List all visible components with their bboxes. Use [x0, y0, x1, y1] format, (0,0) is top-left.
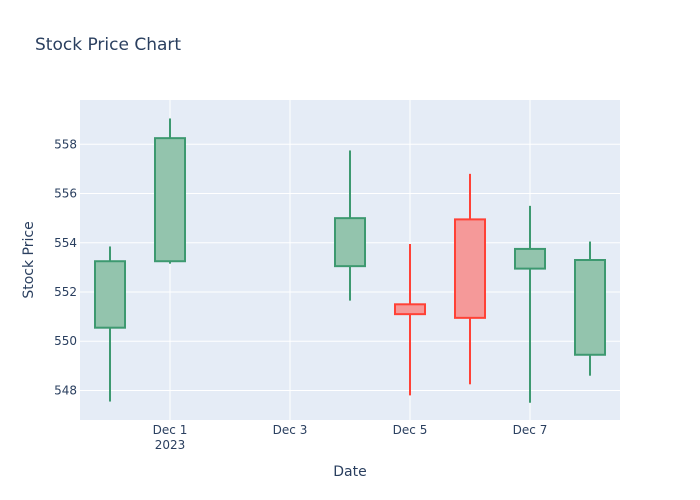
y-tick-label: 548 [54, 383, 77, 397]
candle-body[interactable] [94, 260, 126, 329]
candle-body[interactable] [334, 217, 366, 268]
x-tick-label: Dec 5 [393, 423, 428, 437]
candle-body[interactable] [514, 247, 546, 270]
y-tick-label: 556 [54, 187, 77, 201]
x-tick-label: Dec 3 [273, 423, 308, 437]
y-axis-title: Stock Price [21, 221, 37, 298]
y-tick-label: 554 [54, 236, 77, 250]
candle-body[interactable] [394, 303, 426, 316]
y-tick-label: 552 [54, 285, 77, 299]
x-tick-label: Dec 7 [513, 423, 548, 437]
x-tick-sublabel: 2023 [155, 438, 186, 452]
x-tick-label: Dec 1 [153, 423, 188, 437]
candle-body[interactable] [154, 137, 186, 263]
candle-body[interactable] [574, 259, 606, 356]
chart-title: Stock Price Chart [35, 35, 181, 55]
y-tick-label: 558 [54, 137, 77, 151]
x-axis-title: Date [333, 464, 366, 480]
candle-body[interactable] [454, 218, 486, 319]
y-tick-label: 550 [54, 334, 77, 348]
